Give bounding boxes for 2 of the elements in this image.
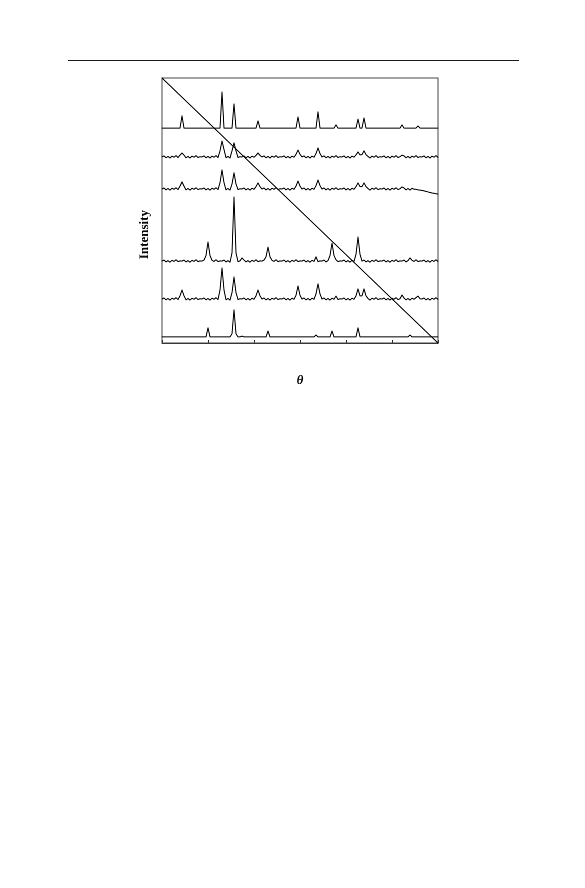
y-axis-title: Intensity xyxy=(136,210,151,260)
x-axis-title: θ xyxy=(296,372,304,387)
